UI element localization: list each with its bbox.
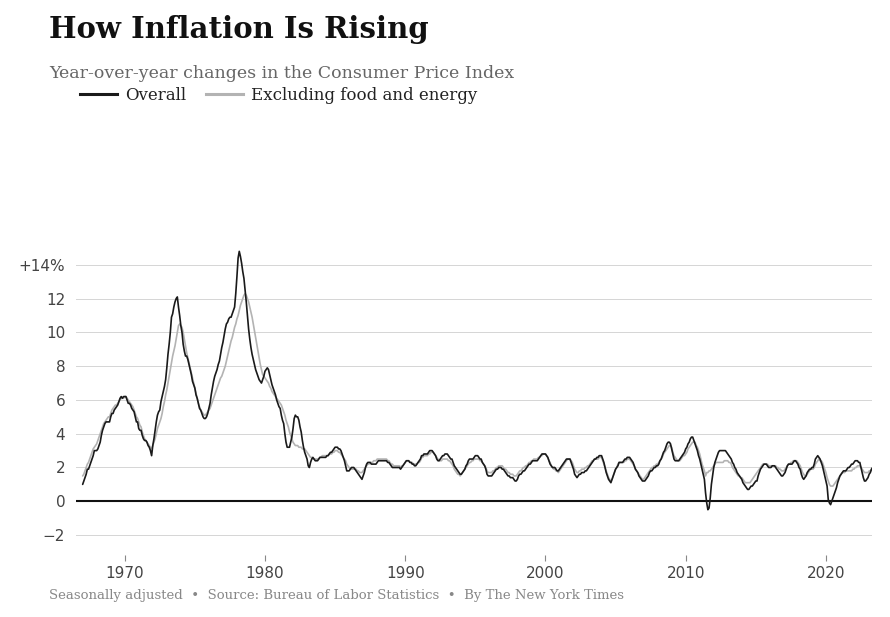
Text: How Inflation Is Rising: How Inflation Is Rising	[49, 15, 429, 44]
Text: Seasonally adjusted  •  Source: Bureau of Labor Statistics  •  By The New York T: Seasonally adjusted • Source: Bureau of …	[49, 589, 624, 602]
Text: Year-over-year changes in the Consumer Price Index: Year-over-year changes in the Consumer P…	[49, 65, 514, 82]
Legend: Overall, Excluding food and energy: Overall, Excluding food and energy	[80, 87, 477, 104]
